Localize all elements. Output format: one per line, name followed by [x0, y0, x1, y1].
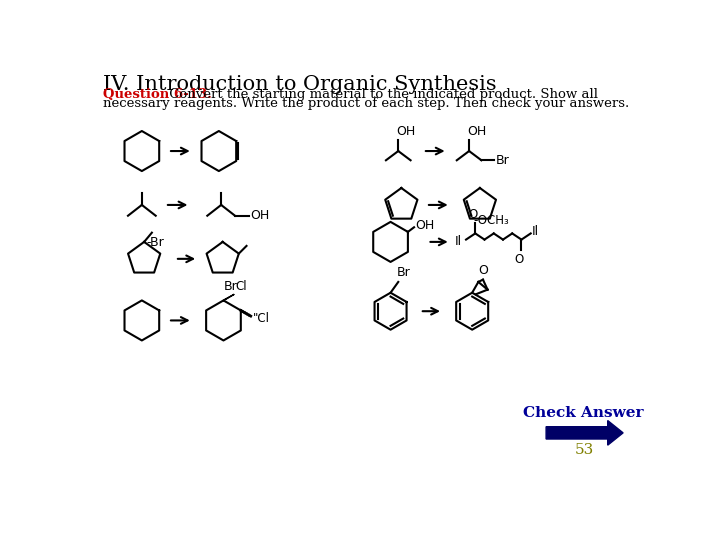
- Text: -OCH₃: -OCH₃: [473, 214, 509, 227]
- Text: Il: Il: [532, 225, 539, 238]
- Text: O: O: [515, 253, 523, 266]
- Text: Cl: Cl: [235, 280, 247, 294]
- Text: -Br: -Br: [146, 236, 164, 249]
- Text: OH: OH: [396, 125, 415, 138]
- Text: O: O: [468, 208, 477, 221]
- Text: OH: OH: [467, 125, 486, 138]
- Text: Br: Br: [397, 266, 410, 279]
- Text: IV. Introduction to Organic Synthesis: IV. Introduction to Organic Synthesis: [104, 75, 497, 94]
- Text: O: O: [478, 264, 488, 278]
- Text: Il: Il: [455, 235, 462, 248]
- Text: necessary reagents. Write the product of each step. Then check your answers.: necessary reagents. Write the product of…: [104, 97, 629, 110]
- Text: Check Answer: Check Answer: [523, 406, 643, 420]
- Text: OH: OH: [251, 209, 270, 222]
- Text: OH: OH: [415, 219, 434, 232]
- Text: Question 6-13.: Question 6-13.: [104, 88, 212, 101]
- Text: "Cl: "Cl: [253, 312, 270, 325]
- Text: Br: Br: [495, 154, 509, 167]
- Text: Convert the starting material to the indicated product. Show all: Convert the starting material to the ind…: [165, 88, 598, 101]
- Text: Br: Br: [224, 280, 238, 293]
- Polygon shape: [222, 294, 234, 301]
- Text: 53: 53: [575, 443, 594, 457]
- Polygon shape: [546, 421, 623, 445]
